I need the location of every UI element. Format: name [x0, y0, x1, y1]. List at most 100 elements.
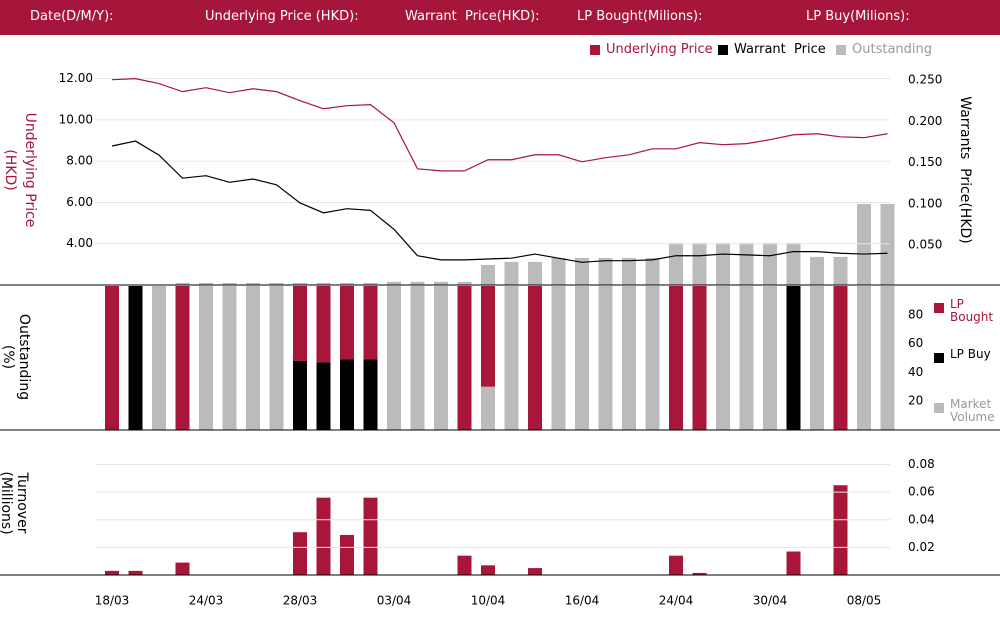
bar [340, 534, 354, 575]
legend-label: LP Bought [950, 297, 994, 324]
outstanding-bar [857, 203, 871, 285]
stacked-bar [128, 286, 143, 430]
stacked-bar [763, 286, 777, 430]
y2-tick-label: 0.150 [908, 155, 942, 169]
bar [316, 497, 331, 575]
bar [692, 572, 707, 575]
legend-label: LP Buy [950, 347, 991, 361]
y-tick-label: 80 [908, 307, 923, 321]
stacked-bar [316, 286, 331, 363]
legend-swatch [718, 45, 728, 55]
outstanding-bar [786, 242, 801, 285]
y-tick-label: 4.00 [66, 236, 93, 250]
stacked-bar [410, 286, 425, 430]
stacked-bar [481, 386, 495, 430]
header-bar: Date(D/M/Y): Underlying Price (HKD): War… [0, 0, 1000, 35]
bar [669, 555, 683, 575]
outstanding-bar [316, 282, 331, 285]
stacked-bar [434, 286, 448, 430]
stacked-bar [363, 286, 378, 360]
bar [128, 570, 143, 575]
stacked-bar [622, 286, 636, 430]
stacked-bar [269, 286, 284, 430]
outstanding-bar [575, 257, 589, 285]
stacked-bar [481, 286, 495, 387]
outstanding-bar [528, 261, 542, 285]
stacked-bar [175, 286, 190, 430]
y-axis-label: (Millions) [0, 471, 14, 534]
stacked-bar [387, 286, 401, 430]
outstanding-bar [199, 282, 213, 285]
outstanding-bar [669, 242, 683, 285]
x-tick-label: 10/04 [471, 594, 506, 608]
header-label: Date(D/M/Y): [30, 9, 114, 24]
outstanding-bar [434, 281, 448, 285]
stacked-bar [199, 286, 213, 430]
stacked-bar [246, 286, 260, 430]
stacked-bar [105, 286, 119, 430]
y-tick-label: 40 [908, 365, 923, 379]
y-tick-label: 0.04 [908, 512, 935, 526]
bar [363, 497, 378, 575]
stacked-bar [598, 286, 613, 430]
y-axis-label: Outstanding [16, 314, 32, 400]
outstanding-bar [880, 203, 895, 285]
outstanding-bar [504, 261, 519, 285]
x-tick-label: 03/04 [377, 594, 412, 608]
outstanding-bar [481, 264, 495, 285]
bar [528, 568, 542, 575]
stacked-bar [528, 286, 542, 430]
x-tick-label: 08/05 [847, 594, 882, 608]
x-tick-label: 18/03 [95, 594, 130, 608]
y-tick-label: 8.00 [66, 154, 93, 168]
y-tick-label: 12.00 [59, 71, 93, 85]
outstanding-bar [410, 281, 425, 285]
outstanding-bar [387, 281, 401, 285]
stacked-bar [340, 359, 354, 430]
x-tick-label: 28/03 [283, 594, 318, 608]
stacked-bar [857, 286, 871, 430]
y-tick-label: 10.00 [59, 112, 93, 126]
outstanding-bar [363, 282, 378, 285]
series-line [111, 140, 888, 263]
x-tick-label: 24/03 [189, 594, 224, 608]
legend-label: Market Volume [950, 397, 995, 424]
outstanding-bar [246, 282, 260, 285]
y-tick-label: 60 [908, 336, 923, 350]
x-tick-label: 30/04 [753, 594, 788, 608]
legend-swatch [934, 353, 944, 363]
y2-tick-label: 0.200 [908, 114, 942, 128]
y-tick-label: 20 [908, 394, 923, 408]
header-label: LP Bought(Milions): [577, 9, 703, 24]
y-axis-label: Turnover [14, 472, 30, 534]
stacked-bar [880, 286, 895, 430]
legend-swatch [934, 303, 944, 313]
legend-label: Underlying Price [606, 42, 713, 57]
outstanding-bar [716, 242, 730, 285]
outstanding-bar [810, 256, 824, 285]
bar [481, 565, 495, 575]
y-axis-label: (%) [0, 345, 16, 369]
stacked-bar [152, 286, 166, 430]
y2-tick-label: 0.100 [908, 196, 942, 210]
y2-tick-label: 0.050 [908, 237, 942, 251]
legend-label: Outstanding [852, 42, 932, 57]
outstanding-bar [340, 282, 354, 285]
outstanding-bar [645, 257, 660, 285]
y-tick-label: 0.02 [908, 540, 935, 554]
bar [833, 485, 848, 575]
stacked-bar [716, 286, 730, 430]
y-axis-label: (HKD) [2, 149, 18, 190]
legend-swatch [590, 45, 600, 55]
stacked-bar [692, 286, 707, 430]
outstanding-bar [833, 256, 848, 285]
y2-tick-label: 0.250 [908, 73, 942, 87]
series-line [111, 78, 888, 172]
stacked-bar [810, 286, 824, 430]
outstanding-bar [222, 282, 237, 285]
stacked-bar [293, 360, 307, 430]
outstanding-bar [739, 242, 754, 285]
outstanding-bar [269, 282, 284, 285]
legend-label: Warrant Price [734, 42, 826, 57]
